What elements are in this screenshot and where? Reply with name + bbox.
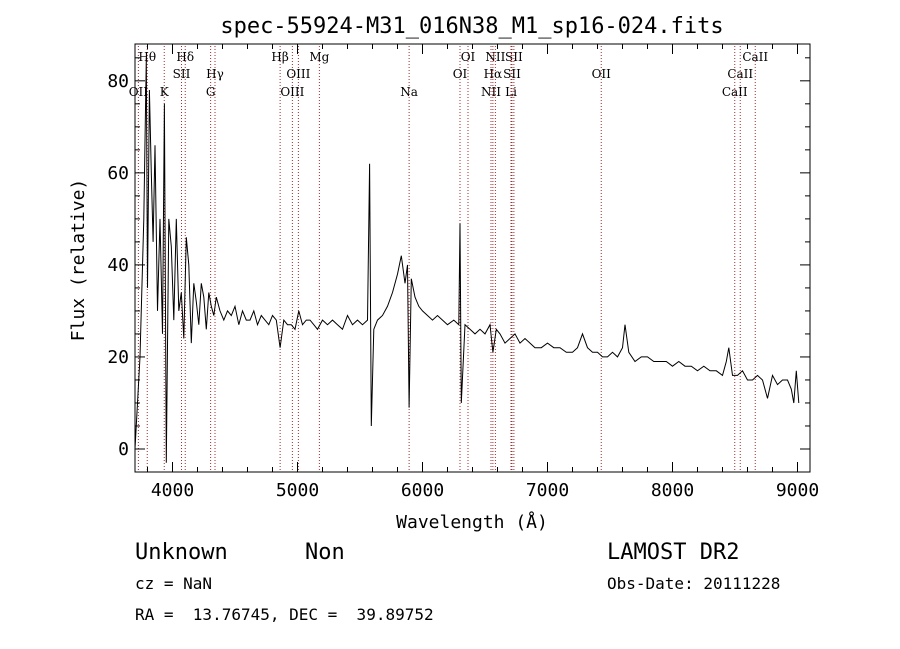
line-marker-label: G — [206, 85, 216, 99]
survey-name: LAMOST DR2 — [607, 540, 739, 565]
line-marker-label: CaII — [722, 85, 748, 99]
line-marker-label: K — [160, 85, 170, 99]
axes: 4000 5000 6000 7000 8000 9000 0 20 40 60 80 — [107, 44, 819, 501]
line-marker-label: OI — [461, 50, 476, 64]
x-tick-label: 7000 — [526, 480, 569, 501]
chart-title: spec-55924-M31_016N38_M1_sp16-024.fits — [220, 14, 723, 39]
object-subclass: Non — [305, 540, 345, 565]
line-marker-label: OIII — [286, 67, 310, 81]
line-marker-label: NII — [481, 85, 501, 99]
line-marker-label: Mg — [309, 50, 329, 64]
x-axis-label: Wavelength (Å) — [396, 511, 548, 533]
line-marker-label: OI — [453, 67, 468, 81]
line-marker-label: OIII — [280, 85, 304, 99]
line-marker-label: Hδ — [176, 50, 194, 64]
line-marker-label: NII — [485, 50, 505, 64]
y-axis-label: Flux (relative) — [68, 179, 89, 342]
x-tick-label: 5000 — [276, 480, 319, 501]
line-marker-label: Li — [505, 85, 517, 99]
plot-frame — [134, 43, 811, 473]
line-marker-label: SII — [505, 50, 523, 64]
line-marker-label: Hβ — [271, 50, 288, 64]
line-marker-label: SII — [173, 67, 191, 81]
y-tick-label: 40 — [107, 255, 129, 276]
redshift-text: cz = NaN — [135, 574, 212, 593]
line-marker-label: OII — [592, 67, 612, 81]
line-marker-label: CaII — [727, 67, 753, 81]
x-tick-label: 9000 — [776, 480, 819, 501]
x-tick-label: 8000 — [651, 480, 694, 501]
line-marker-label: CaII — [742, 50, 768, 64]
flux-series-line — [134, 57, 800, 463]
line-marker-label: OII — [129, 85, 149, 99]
line-marker-label: Hγ — [206, 67, 224, 81]
y-tick-label: 60 — [107, 163, 129, 184]
line-marker-label: Na — [400, 85, 418, 99]
y-tick-label: 80 — [107, 71, 129, 92]
object-class: Unknown — [135, 540, 228, 565]
line-marker-label: Hα — [484, 67, 503, 81]
y-tick-label: 20 — [107, 347, 129, 368]
line-marker-label: SII — [503, 67, 521, 81]
observation-date: Obs-Date: 20111228 — [607, 574, 780, 593]
coordinates-text: RA = 13.76745, DEC = 39.89752 — [135, 605, 434, 624]
line-marker-label: Hθ — [138, 50, 156, 64]
y-tick-label: 0 — [118, 439, 129, 460]
x-tick-label: 4000 — [151, 480, 194, 501]
x-tick-label: 6000 — [401, 480, 444, 501]
